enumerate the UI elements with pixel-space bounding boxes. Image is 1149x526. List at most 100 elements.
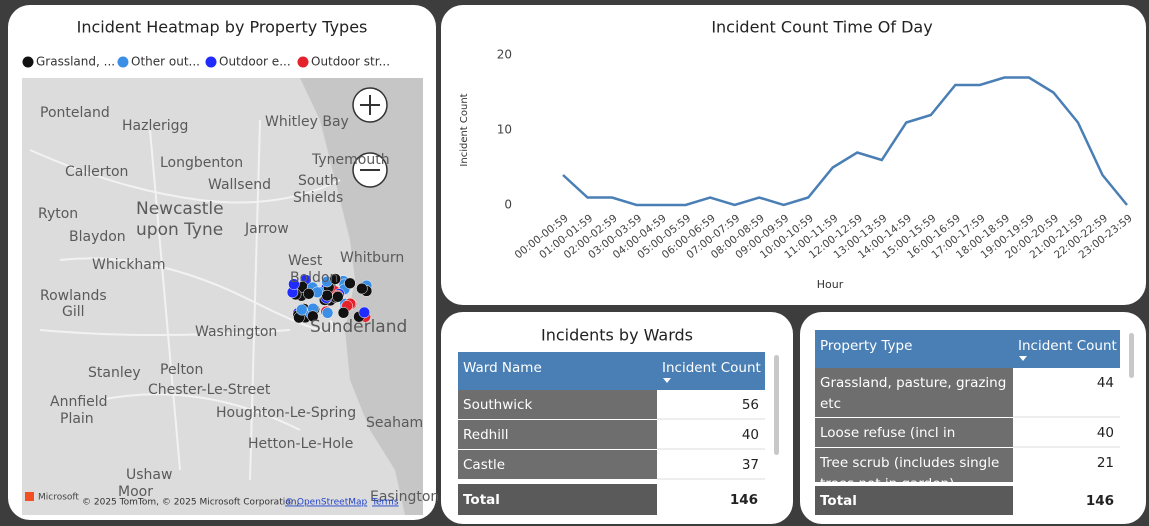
row-label-cell [458, 390, 657, 419]
attribution: Microsoft [38, 493, 79, 503]
roads [29, 119, 341, 481]
y-tick-label: 0 [504, 198, 512, 212]
incident-points [286, 273, 373, 324]
incident-point [358, 306, 371, 319]
row-label: Tree scrub (includes singletrees not in … [819, 455, 999, 492]
incident-point [337, 307, 350, 319]
place-label: Easington [370, 489, 439, 505]
y-tick-label: 20 [497, 48, 512, 62]
legend-swatch [22, 56, 34, 68]
place-label: Seaham [366, 415, 423, 431]
legend-label: Outdoor e... [219, 55, 291, 69]
row-value: 21 [1097, 455, 1114, 471]
place-label: Whitburn [340, 250, 404, 266]
legend-label: Grassland, ... [36, 55, 115, 69]
y-tick-label: 10 [497, 123, 512, 137]
table-header [815, 330, 1120, 368]
place-label: Plain [60, 411, 94, 427]
place-label: Callerton [65, 164, 128, 180]
place-label: South [298, 173, 339, 189]
incident-point [307, 310, 319, 323]
place-label: Tynemouth [311, 152, 390, 168]
place-label: Whickham [92, 257, 166, 273]
row-label-cell [815, 368, 1013, 417]
place-label: Wallsend [208, 177, 271, 193]
row-value: 40 [742, 427, 759, 443]
place-label: Newcastle [136, 199, 224, 219]
place-label: Annfield [50, 394, 108, 410]
column-header: Ward Name [463, 360, 542, 376]
attribution-link[interactable]: © OpenStreetMap [285, 498, 368, 508]
place-label: Longbenton [160, 155, 243, 171]
total-value: 146 [730, 492, 758, 508]
incident-point [356, 282, 368, 295]
y-axis-title: Incident Count [459, 93, 470, 166]
place-label: upon Tyne [136, 220, 223, 240]
incident-point [321, 307, 334, 319]
place-label: Gill [62, 304, 85, 320]
incident-point [303, 287, 315, 300]
incident-point [332, 291, 344, 303]
legend-label: Other out... [131, 55, 200, 69]
incident-point [329, 273, 342, 285]
table-header [458, 352, 765, 390]
place-label: Houghton-Le-Spring [216, 405, 356, 421]
place-label: Blaydon [69, 229, 126, 245]
ms-logo [25, 492, 34, 501]
row-value: 56 [742, 397, 759, 413]
total-value-cell [657, 484, 765, 515]
wards-title: Incidents by Wards [541, 326, 693, 345]
place-label: Whitley Bay [265, 114, 349, 130]
column-header: Incident Count [662, 360, 761, 376]
place-label: Washington [195, 324, 277, 340]
place-label: Shields [293, 190, 343, 206]
row-value: 40 [1097, 425, 1114, 441]
incident-point [344, 277, 356, 290]
place-label: Moor [118, 484, 153, 500]
row-label: Southwick [463, 397, 532, 413]
legend-label: Outdoor str... [311, 55, 390, 69]
legend-swatch [117, 56, 129, 68]
total-label: Total [820, 493, 857, 509]
incident-point [296, 303, 308, 316]
row-label: Castle [463, 457, 505, 473]
row-label-cell [815, 448, 1013, 482]
legend-swatch [205, 56, 217, 68]
place-label: Hetton-Le-Hole [248, 436, 353, 452]
row-label-cell [458, 420, 657, 449]
place-label: Hazlerigg [122, 118, 188, 134]
row-label-cell [458, 450, 657, 479]
row-value: 44 [1097, 375, 1114, 391]
place-label: Pelton [160, 362, 203, 378]
place-label: Jarrow [244, 221, 289, 237]
place-label: Stanley [88, 365, 141, 381]
row-label: Grassland, pasture, grazing etc [820, 375, 1006, 412]
line-panel [441, 5, 1146, 305]
total-value-cell [1013, 486, 1120, 515]
place-label: Sunderland [310, 317, 407, 337]
attribution-link[interactable]: Terms [371, 498, 399, 508]
sort-arrow [1019, 356, 1027, 361]
place-label: Chester-Le-Street [148, 382, 271, 398]
row-label: Redhill [463, 427, 508, 443]
map-title: Incident Heatmap by Property Types [77, 18, 368, 37]
place-label: Ponteland [40, 105, 110, 121]
sea [300, 78, 423, 515]
scrollbar [774, 355, 779, 455]
total-value: 146 [1086, 493, 1114, 509]
place-label: Ushaw [126, 467, 172, 483]
incident-point [288, 278, 300, 290]
legend-swatch [297, 56, 309, 68]
x-axis-title: Hour [817, 278, 844, 291]
scrollbar [1129, 333, 1134, 378]
column-header: Incident Count [1018, 338, 1117, 354]
zoom-in-icon [360, 95, 380, 115]
total-label: Total [463, 492, 500, 508]
line-title: Incident Count Time Of Day [711, 18, 932, 37]
incident-point [321, 289, 333, 302]
place-label: Rowlands [40, 288, 107, 304]
place-label: Boldon [290, 270, 338, 286]
row-value: 37 [742, 457, 759, 473]
